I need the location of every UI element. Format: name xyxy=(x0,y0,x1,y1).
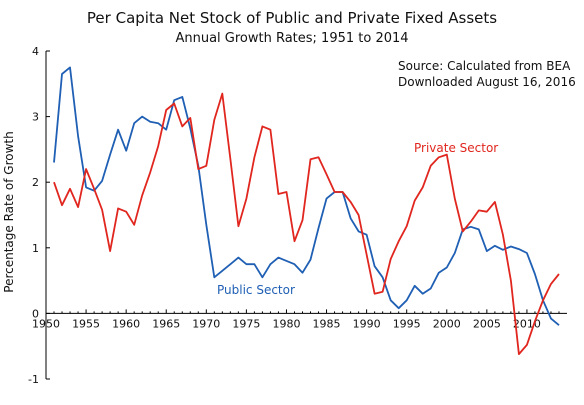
x-tick-label: 1960 xyxy=(112,317,140,330)
x-tick-label: 1980 xyxy=(272,317,300,330)
y-tick-label: -1 xyxy=(28,373,39,386)
source-note-line-2: Downloaded August 16, 2016 xyxy=(398,75,576,89)
x-tick-label: 2000 xyxy=(433,317,461,330)
x-tick-label: 1985 xyxy=(313,317,341,330)
y-tick-label: 4 xyxy=(32,45,39,58)
public-sector-line xyxy=(53,66,560,326)
private-sector-label: Private Sector xyxy=(414,141,498,155)
x-tick-label: 1965 xyxy=(152,317,180,330)
x-tick-label: 2005 xyxy=(473,317,501,330)
y-tick-label: 1 xyxy=(32,242,39,255)
source-note-line-1: Source: Calculated from BEA xyxy=(398,59,571,73)
x-tick-label: 1990 xyxy=(353,317,381,330)
chart-title: Per Capita Net Stock of Public and Priva… xyxy=(87,9,497,27)
y-tick-label: 3 xyxy=(32,111,39,124)
plot-area: -1 0 1 2 3 4 1950 1955 1960 1965 1970 1975 1980 1985 1… xyxy=(28,45,567,386)
public-sector-label: Public Sector xyxy=(217,283,295,297)
y-tick-label: 0 xyxy=(32,307,39,320)
x-tick-label: 1955 xyxy=(72,317,100,330)
x-tick-label: 2010 xyxy=(513,317,541,330)
y-tick-label: 2 xyxy=(32,176,39,189)
x-tick-label: 1995 xyxy=(393,317,421,330)
chart-subtitle: Annual Growth Rates; 1951 to 2014 xyxy=(175,31,408,46)
x-tick-label: 1950 xyxy=(32,317,60,330)
private-sector-line xyxy=(53,92,560,356)
x-tick-label: 1970 xyxy=(192,317,220,330)
y-axis-label: Percentage Rate of Growth xyxy=(2,131,16,292)
x-tick-label: 1975 xyxy=(232,317,260,330)
